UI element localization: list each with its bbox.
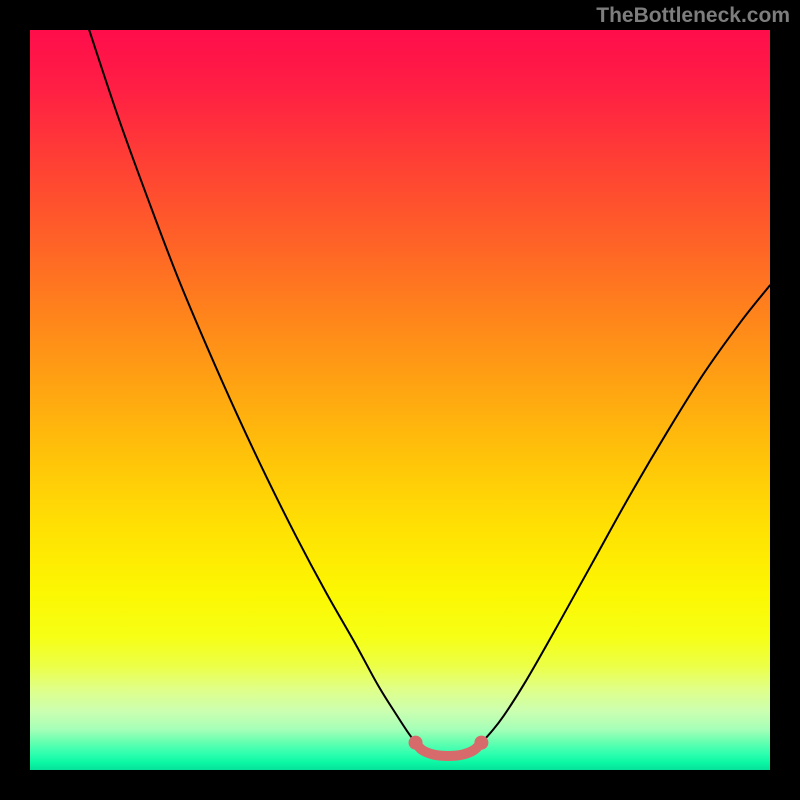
plot-background [30,30,770,770]
optimal-range-dot-right [474,736,488,750]
optimal-range-dot-left [409,736,423,750]
watermark-text: TheBottleneck.com [596,4,790,28]
bottleneck-chart [0,0,800,800]
chart-container: TheBottleneck.com [0,0,800,800]
